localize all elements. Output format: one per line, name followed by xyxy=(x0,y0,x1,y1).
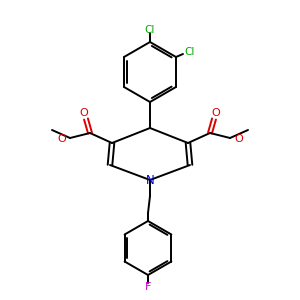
Text: O: O xyxy=(234,134,243,144)
Text: Cl: Cl xyxy=(185,47,195,57)
Text: O: O xyxy=(57,134,66,144)
Text: O: O xyxy=(212,108,220,118)
Text: Cl: Cl xyxy=(145,25,155,35)
Text: F: F xyxy=(145,282,151,292)
Text: N: N xyxy=(146,175,154,188)
Text: O: O xyxy=(80,108,88,118)
